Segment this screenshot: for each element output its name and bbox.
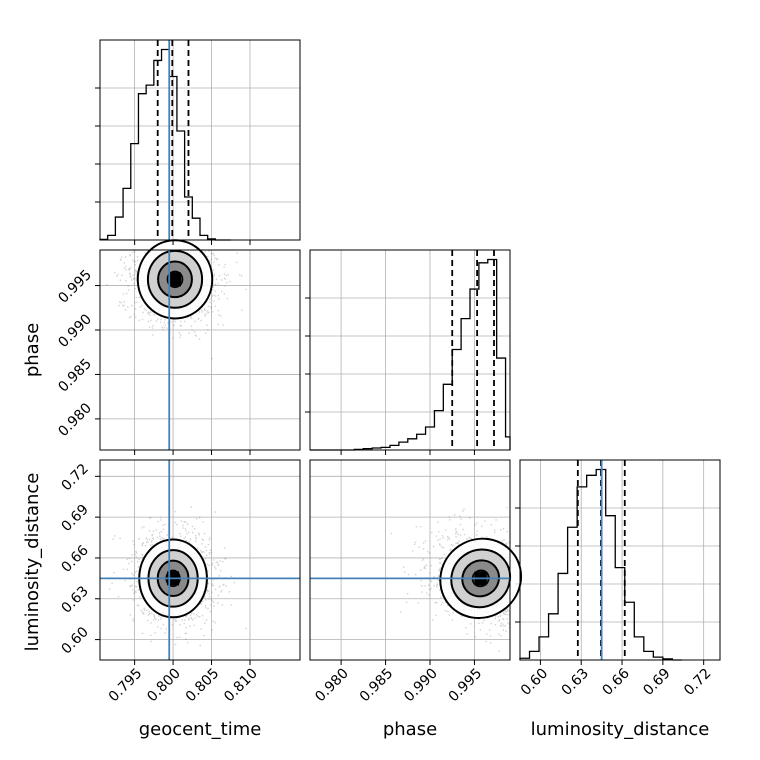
panel-frame-2-1 <box>309 459 511 661</box>
histogram-phase <box>310 258 511 451</box>
panel-frame-2-0 <box>99 459 301 661</box>
panel-frame-2-2 <box>519 459 721 661</box>
panel-frame-1-0 <box>99 249 301 451</box>
density-peak-geocent_time-phase <box>169 272 181 287</box>
x-axis-label-phase: phase <box>383 719 437 740</box>
y-axis-label-luminosity-distance: luminosity_distance <box>22 473 43 652</box>
histogram-geocent_time <box>99 48 231 241</box>
x-axis-label-luminosity-distance: luminosity_distance <box>531 719 710 740</box>
histogram-luminosity_distance <box>519 468 682 661</box>
x-axis-label-geocent-time: geocent_time <box>139 719 262 740</box>
panel-frame-1-1 <box>309 249 511 451</box>
y-axis-label-phase: phase <box>22 323 43 377</box>
panel-frame-0-0 <box>99 39 301 241</box>
